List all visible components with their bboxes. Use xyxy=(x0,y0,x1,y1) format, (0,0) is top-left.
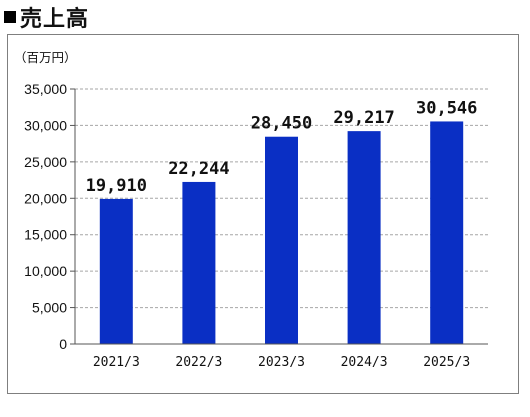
data-label: 30,546 xyxy=(416,98,477,118)
chart-heading: 売上高 xyxy=(4,2,89,32)
x-tick-label: 2022/3 xyxy=(175,355,222,370)
bar xyxy=(430,121,464,345)
y-tick-label: 25,000 xyxy=(24,154,67,170)
data-labels: 19,910 22,244 28,450 29,217 30,546 xyxy=(86,98,478,195)
x-tick-label: 2025/3 xyxy=(423,355,470,370)
data-label: 19,910 xyxy=(86,176,147,196)
x-tick-label: 2021/3 xyxy=(93,355,140,370)
unit-label: （百万円） xyxy=(14,50,77,65)
chart-frame xyxy=(7,34,519,394)
x-axis-ticks: 2021/3 2022/3 2023/3 2024/3 2025/3 xyxy=(93,355,470,370)
x-tick-label: 2024/3 xyxy=(341,355,388,370)
bar xyxy=(265,136,298,344)
bars xyxy=(99,121,464,345)
y-tick-label: 0 xyxy=(59,336,67,352)
chart-title: 売上高 xyxy=(20,7,90,32)
x-tick-label: 2023/3 xyxy=(258,355,305,370)
y-axis-ticks: 0 5,000 10,000 15,000 20,000 25,000 30,000 35,0… xyxy=(24,81,75,352)
y-tick-label: 35,000 xyxy=(24,81,67,97)
data-label: 29,217 xyxy=(333,108,394,128)
bar xyxy=(182,181,216,344)
black-square-icon xyxy=(4,11,16,23)
y-tick-label: 30,000 xyxy=(24,117,67,133)
y-tick-label: 5,000 xyxy=(32,300,67,316)
data-label: 22,244 xyxy=(168,159,229,179)
y-tick-label: 15,000 xyxy=(24,227,67,243)
data-label: 28,450 xyxy=(251,114,312,134)
bar xyxy=(347,131,381,344)
y-tick-label: 10,000 xyxy=(24,263,67,279)
bar xyxy=(99,198,133,344)
y-tick-label: 20,000 xyxy=(24,190,67,206)
